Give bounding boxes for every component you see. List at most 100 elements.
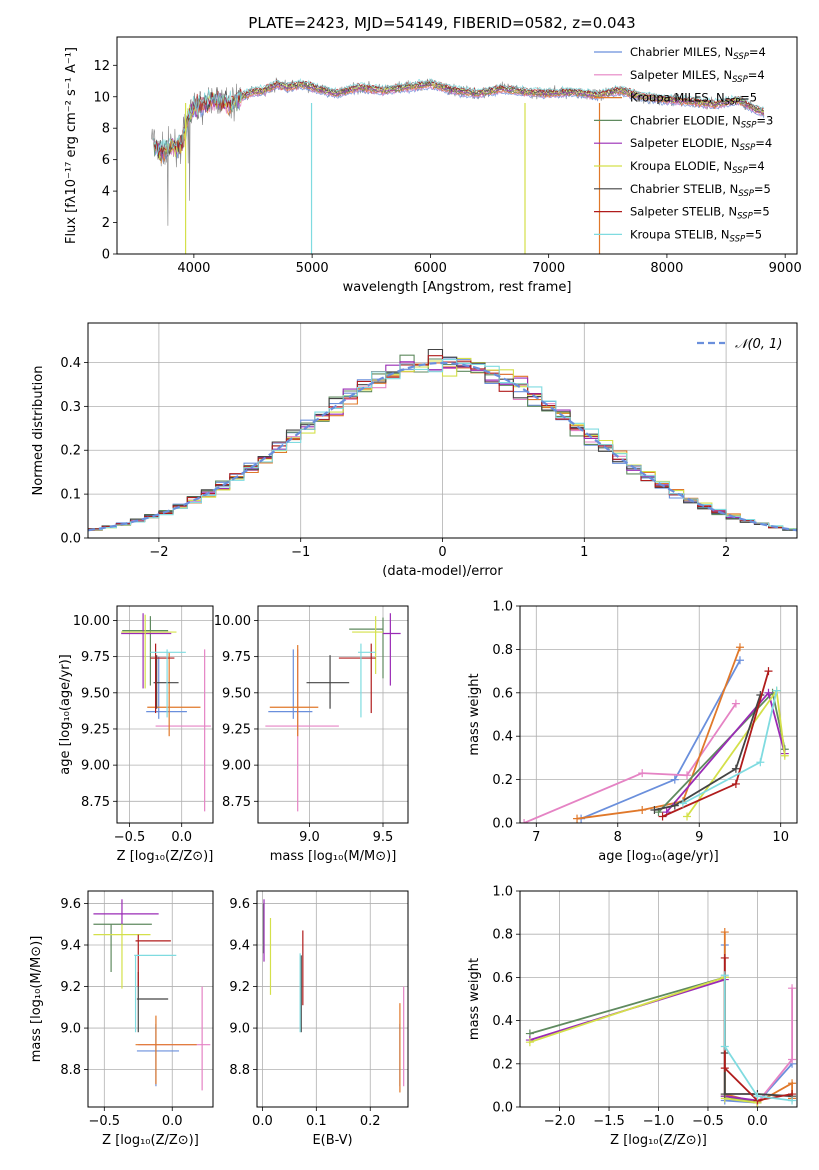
- weight-series: [573, 643, 744, 823]
- weight-series-line: [580, 659, 741, 820]
- y-tick-label: 8.75: [81, 795, 110, 810]
- weight-series-line: [529, 978, 758, 1102]
- plot-area: [88, 348, 797, 532]
- y-tick-label: 0.8: [492, 643, 513, 658]
- y-tick-label: 0.2: [492, 1057, 513, 1072]
- y-tick-label: 10: [93, 90, 110, 105]
- y-axis-label: age [log₁₀(age/yr)]: [58, 654, 73, 775]
- weight-point-marker: [772, 686, 781, 695]
- y-tick-label: 8.75: [222, 795, 251, 810]
- errorbar-point: [135, 934, 171, 987]
- weight-series-line: [665, 690, 786, 813]
- y-tick-label: 8.8: [60, 1063, 81, 1078]
- y-tick-label: 0.1: [60, 488, 81, 503]
- normal-reference-curve: [88, 361, 797, 532]
- x-tick-label: −2.0: [544, 1114, 576, 1129]
- weight-series: [525, 973, 762, 1107]
- errorbar-point: [150, 643, 175, 714]
- x-tick-label: 2: [722, 545, 730, 560]
- residual-legend: 𝒩(0, 1): [697, 337, 782, 352]
- x-tick-label: 0.0: [747, 1114, 768, 1129]
- x-axis-label: E(B-V): [312, 1133, 352, 1148]
- weight-series: [678, 686, 781, 808]
- spectrum-model-line: [153, 84, 765, 164]
- weight-point-marker: [520, 819, 529, 823]
- figure-title: PLATE=2423, MJD=54149, FIBERID=0582, z=0…: [248, 14, 635, 32]
- y-axis-label: Normed distribution: [31, 366, 46, 496]
- weight-point-marker: [683, 812, 692, 821]
- x-tick-label: 1: [580, 545, 588, 560]
- y-tick-label: 0.3: [60, 400, 81, 415]
- weight-point-marker: [720, 1090, 729, 1099]
- weight-series: [720, 941, 797, 1107]
- weight-series-line: [723, 975, 793, 1102]
- plot-area: [265, 613, 401, 812]
- y-tick-label: 12: [93, 59, 110, 74]
- weight-point-marker: [788, 1055, 797, 1064]
- y-tick-label: 2: [102, 216, 110, 231]
- errorbar-point: [121, 613, 172, 689]
- plot-area: [525, 928, 797, 1107]
- plot-area: [121, 613, 211, 812]
- errorbar-point: [269, 645, 319, 737]
- weight-series: [525, 975, 762, 1105]
- x-tick-label: 10: [772, 830, 789, 845]
- errorbar-point: [383, 613, 401, 686]
- x-tick-label: 9.0: [299, 830, 320, 845]
- weight-point-marker: [525, 1038, 534, 1047]
- x-tick-label: −0.5: [692, 1114, 724, 1129]
- y-tick-label: 9.6: [60, 897, 81, 912]
- histogram-step-line: [88, 359, 797, 531]
- y-tick-label: 8: [102, 122, 110, 137]
- y-axis-label: mass weight: [467, 673, 482, 755]
- x-axis-label: Z [log₁₀(Z/Z⊙)]: [102, 1133, 199, 1148]
- x-tick-label: −1.5: [593, 1114, 625, 1129]
- y-tick-label: 0.6: [492, 971, 513, 986]
- weight-point-marker: [735, 656, 744, 665]
- axes-frame: 9.0 9.5 8.75 9.00 9.25 9.50 9.75 10.00 mass [log…: [214, 605, 409, 864]
- panel-age_vs_Z: −0.5 0.0 8.75 9.00 9.25 9.50 9.75 10.00 Z [log₁₀…: [58, 605, 214, 864]
- y-tick-label: 0.0: [60, 532, 81, 547]
- x-axis-label: Z [log₁₀(Z/Z⊙)]: [117, 849, 214, 864]
- y-tick-label: 9.4: [60, 939, 81, 954]
- errorbar-point: [93, 899, 159, 925]
- x-tick-label: 0: [438, 545, 446, 560]
- y-tick-label: 0.0: [492, 1101, 513, 1116]
- errorbar-point: [135, 1015, 197, 1085]
- y-tick-label: 0.6: [492, 686, 513, 701]
- legend-entry: Salpeter ELODIE, NSSP=4: [630, 136, 772, 153]
- errorbar-point: [136, 972, 169, 1033]
- y-axis-label: mass [log₁₀(M/M⊙)]: [29, 936, 44, 1063]
- y-tick-label: 0: [102, 248, 110, 263]
- weight-point-marker: [683, 771, 692, 780]
- weight-point-marker: [573, 814, 582, 823]
- weight-point-marker: [788, 984, 797, 993]
- x-axis-label: (data-model)/error: [382, 564, 503, 579]
- weight-point-marker: [764, 667, 773, 676]
- axes-frame: −2.0 −1.5 −1.0 −0.5 0.0 0.0 0.2 0.4 0.6 0.8 1.0 Z […: [467, 885, 798, 1148]
- y-tick-label: 1.0: [492, 885, 513, 900]
- weight-point-marker: [670, 775, 679, 784]
- y-tick-label: 6: [102, 153, 110, 168]
- errorbar-point: [136, 1023, 180, 1087]
- y-tick-label: 0.8: [492, 928, 513, 943]
- errorbar-point: [121, 614, 177, 689]
- errorbar-point: [352, 616, 383, 674]
- y-tick-label: 9.75: [222, 650, 251, 665]
- weight-series-line: [529, 976, 758, 1104]
- weight-series: [650, 690, 765, 814]
- weight-point-marker: [638, 769, 647, 778]
- errorbar-point: [358, 643, 376, 718]
- errorbar-point: [138, 986, 211, 1091]
- x-tick-label: 0.0: [171, 830, 192, 845]
- axes-frame: 7 8 9 10 0.0 0.2 0.4 0.6 0.8 1.0 age [log₁₀(age/yr…: [467, 600, 798, 864]
- x-tick-label: −0.5: [89, 1114, 121, 1129]
- y-tick-label: 9.0: [60, 1022, 81, 1037]
- x-tick-label: 9000: [769, 261, 802, 276]
- weight-series: [520, 699, 740, 823]
- errorbar-point: [93, 923, 152, 972]
- errorbar-point: [150, 649, 186, 718]
- weight-point-marker: [638, 805, 647, 814]
- y-tick-label: 9.2: [229, 980, 250, 995]
- weight-series: [577, 656, 744, 823]
